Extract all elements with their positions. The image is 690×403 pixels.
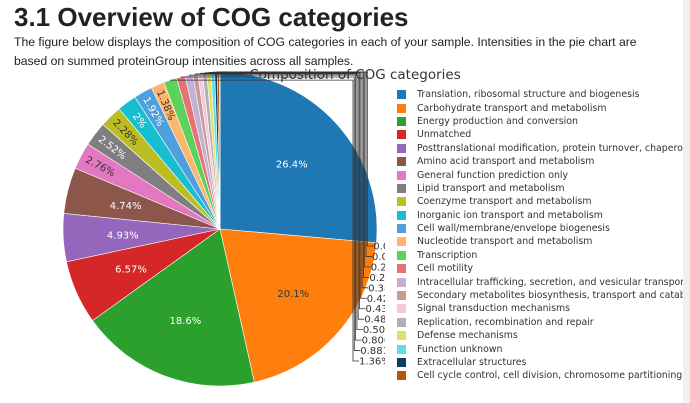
slice-label: 0.222% — [371, 262, 409, 273]
legend-label: Cell wall/membrane/envelope biogenesis — [417, 223, 610, 235]
legend-label: Cell cycle control, cell division, chrom… — [417, 370, 683, 381]
legend-label: Extracellular structures — [417, 357, 527, 368]
legend-swatch — [397, 277, 406, 287]
slice-label: 0.435% — [366, 304, 404, 315]
slice-label: 4.74% — [110, 201, 142, 212]
legend-label: Transcription — [417, 249, 478, 261]
legend-swatch — [397, 250, 406, 260]
legend-item[interactable]: Transcription — [397, 249, 684, 262]
legend-item[interactable]: Coenzyme transport and metabolism — [397, 195, 684, 208]
legend-label: Function unknown — [417, 343, 503, 355]
legend-swatch — [397, 116, 406, 126]
legend-swatch — [397, 183, 406, 193]
slice-label: 0.881% — [360, 346, 398, 357]
slice-label: 18.6% — [169, 316, 201, 327]
page-description: The figure below displays the compositio… — [14, 35, 637, 68]
legend-swatch — [397, 331, 406, 341]
slice-label: 4.93% — [107, 230, 139, 241]
legend-item[interactable]: Cell wall/membrane/envelope biogenesis — [397, 222, 684, 235]
legend-label: Secondary metabolites biosynthesis, tran… — [417, 290, 684, 302]
legend-swatch — [397, 143, 406, 153]
label-leader-line — [170, 79, 359, 362]
legend-label: Defense mechanisms — [417, 330, 518, 342]
legend-label: Amino acid transport and metabolism — [417, 156, 595, 168]
legend-label: Translation, ribosomal structure and bio… — [417, 89, 640, 101]
slice-label: 26.4% — [276, 159, 308, 170]
legend-item[interactable]: Signal transduction mechanisms — [397, 302, 684, 315]
slice-label: 0.381% — [368, 283, 406, 294]
legend-swatch — [397, 291, 406, 301]
legend-swatch — [397, 157, 406, 167]
legend-swatch — [397, 304, 406, 314]
legend-item[interactable]: Nucleotide transport and metabolism — [397, 235, 684, 248]
legend-swatch — [397, 210, 406, 220]
legend-swatch — [397, 197, 406, 207]
legend-swatch — [397, 237, 406, 247]
legend-item[interactable]: Intracellular trafficking, secretion, an… — [397, 275, 684, 288]
slice-label: 0.487% — [364, 315, 402, 326]
legend-item[interactable]: Defense mechanisms — [397, 329, 684, 342]
legend-item[interactable]: Cell motility — [397, 262, 684, 275]
legend-swatch — [397, 130, 406, 140]
legend-item[interactable]: Extracellular structures — [397, 356, 684, 369]
legend-swatch — [397, 170, 406, 180]
legend-label: Inorganic ion transport and metabolism — [417, 209, 603, 221]
pie-slice[interactable] — [219, 71, 378, 244]
legend-label: Posttranslational modification, protein … — [417, 142, 684, 154]
label-leader-line — [180, 76, 361, 351]
label-leader-line — [188, 74, 362, 341]
legend-label: Coenzyme transport and metabolism — [417, 196, 592, 208]
pie-slice[interactable] — [219, 228, 377, 383]
legend-item[interactable]: Lipid transport and metabolism — [397, 182, 684, 195]
legend-item[interactable]: Replication, recombination and repair — [397, 316, 684, 329]
slice-label: 0.003% — [373, 242, 411, 253]
chart-legend: Translation, ribosomal structure and bio… — [397, 88, 684, 381]
pie-slice[interactable] — [92, 228, 255, 387]
label-leader-line — [219, 71, 374, 247]
slice-label: 0.429% — [367, 294, 405, 305]
legend-item[interactable]: Cell cycle control, cell division, chrom… — [397, 369, 684, 381]
legend-label: Intracellular trafficking, secretion, an… — [417, 276, 684, 288]
legend-swatch — [397, 224, 406, 234]
legend-label: General function prediction only — [417, 169, 569, 181]
page-heading: 3.1 Overview of COG categories — [14, 2, 409, 32]
slice-label: 20.1% — [277, 289, 309, 300]
legend-swatch — [397, 371, 406, 381]
legend-label: Nucleotide transport and metabolism — [417, 236, 593, 248]
label-leader-line — [195, 73, 363, 331]
legend-item[interactable]: Translation, ribosomal structure and bio… — [397, 88, 684, 101]
legend-item[interactable]: General function prediction only — [397, 168, 684, 181]
legend-item[interactable]: Secondary metabolites biosynthesis, tran… — [397, 289, 684, 302]
legend-label: Replication, recombination and repair — [417, 316, 594, 328]
legend-label: Signal transduction mechanisms — [417, 303, 571, 315]
slice-label: 6.57% — [115, 264, 147, 275]
legend-label: Energy production and conversion — [417, 115, 578, 127]
legend-item[interactable]: Posttranslational modification, protein … — [397, 142, 684, 155]
legend-label: Lipid transport and metabolism — [417, 182, 565, 194]
legend-swatch — [397, 344, 406, 354]
legend-item[interactable]: Function unknown — [397, 342, 684, 355]
page-scrollbar[interactable] — [683, 0, 690, 403]
legend-item[interactable]: Unmatched — [397, 128, 684, 141]
legend-swatch — [397, 358, 406, 367]
slice-label: 0.806% — [362, 336, 400, 347]
slice-label: 1.36% — [359, 357, 391, 368]
legend-swatch — [397, 103, 406, 113]
legend-label: Cell motility — [417, 263, 474, 275]
label-leader-line — [200, 72, 365, 320]
legend-label: Unmatched — [417, 129, 472, 141]
slice-label: 0.266% — [369, 273, 407, 284]
slice-label: 0.507% — [363, 325, 401, 336]
legend-swatch — [397, 317, 406, 327]
legend-item[interactable]: Energy production and conversion — [397, 115, 684, 128]
slice-label: 0.043% — [372, 252, 410, 263]
legend-label: Carbohydrate transport and metabolism — [417, 102, 607, 114]
legend-swatch — [397, 264, 406, 274]
legend-swatch — [397, 90, 406, 100]
legend-item[interactable]: Carbohydrate transport and metabolism — [397, 101, 684, 114]
legend-item[interactable]: Amino acid transport and metabolism — [397, 155, 684, 168]
legend-item[interactable]: Inorganic ion transport and metabolism — [397, 209, 684, 222]
